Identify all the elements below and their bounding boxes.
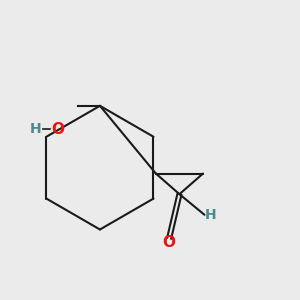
Text: H: H xyxy=(205,208,216,222)
Text: H: H xyxy=(29,122,41,136)
Text: O: O xyxy=(163,235,176,250)
Text: O: O xyxy=(51,122,64,137)
